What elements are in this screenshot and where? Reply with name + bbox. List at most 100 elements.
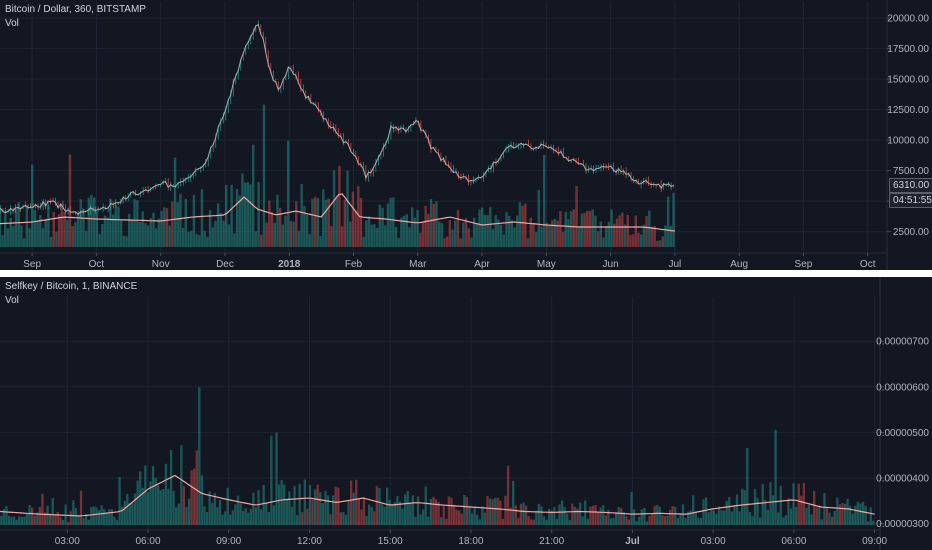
bitcoin-x-tick-label: Oct xyxy=(860,259,876,270)
bitcoin-volume-bar xyxy=(225,184,228,247)
selfkey-volume-bar xyxy=(175,507,178,525)
bitcoin-volume-bar xyxy=(661,236,664,247)
selfkey-volume-bar xyxy=(650,514,654,525)
bitcoin-volume-bar xyxy=(367,216,371,247)
selfkey-symbol-title[interactable]: Selfkey / Bitcoin, 1, BINANCE xyxy=(5,281,138,292)
selfkey-volume-indicator-label[interactable]: Vol xyxy=(5,295,19,306)
selfkey-volume-bar xyxy=(56,512,60,525)
bitcoin-volume-indicator-label[interactable]: Vol xyxy=(5,18,19,29)
bitcoin-volume-bar xyxy=(502,234,505,247)
selfkey-volume-bar xyxy=(180,445,183,525)
bitcoin-volume-bar xyxy=(413,217,417,247)
bitcoin-volume-bar xyxy=(602,237,605,247)
selfkey-volume-bar xyxy=(795,506,798,525)
selfkey-volume-bar xyxy=(671,506,674,525)
bitcoin-volume-bar xyxy=(437,221,441,247)
bitcoin-volume-bar xyxy=(276,194,279,247)
selfkey-volume-bar xyxy=(740,488,744,525)
bitcoin-volume-bar xyxy=(637,232,640,247)
bitcoin-volume-bar xyxy=(559,211,562,247)
selfkey-volume-bar xyxy=(823,492,826,525)
selfkey-volume-bar xyxy=(30,507,34,525)
bitcoin-volume-bar xyxy=(410,207,414,247)
bitcoin-volume-bar xyxy=(435,201,438,247)
selfkey-volume-bar xyxy=(208,491,211,525)
bitcoin-chart-canvas[interactable]: 2500.005000.007500.0010000.0012500.00150… xyxy=(0,0,932,270)
bitcoin-volume-bar xyxy=(346,170,349,247)
selfkey-volume-bar xyxy=(411,495,415,525)
bitcoin-symbol-title[interactable]: Bitcoin / Dollar, 360, BITSTAMP xyxy=(5,4,146,15)
selfkey-volume-bar xyxy=(398,501,402,525)
selfkey-volume-bar xyxy=(440,517,443,525)
selfkey-volume-bar xyxy=(494,497,497,525)
selfkey-volume-bar xyxy=(223,511,227,525)
selfkey-volume-bar xyxy=(560,500,564,525)
bitcoin-volume-bar xyxy=(607,221,611,247)
selfkey-volume-bar xyxy=(542,516,546,525)
selfkey-volume-bar xyxy=(679,513,682,525)
bitcoin-volume-bar xyxy=(669,226,673,247)
selfkey-volume-bar xyxy=(856,501,860,525)
bitcoin-volume-bar xyxy=(650,226,654,247)
bitcoin-grid xyxy=(0,2,887,254)
bitcoin-volume-bar xyxy=(273,222,276,247)
selfkey-volume-bar xyxy=(429,498,433,525)
bitcoin-volume-bar xyxy=(57,214,61,247)
bitcoin-volume-bar xyxy=(152,212,155,247)
bitcoin-volume-bar xyxy=(144,223,147,247)
selfkey-volume-bar xyxy=(262,484,265,525)
selfkey-x-tick-label: 18:00 xyxy=(458,536,483,547)
selfkey-volume-bar xyxy=(730,511,734,525)
selfkey-volume-bar xyxy=(157,485,160,525)
selfkey-volume-bar xyxy=(272,505,276,525)
selfkey-volume-bar xyxy=(787,498,790,525)
selfkey-volume-bar xyxy=(614,513,618,525)
bitcoin-volume-bar xyxy=(130,220,134,247)
selfkey-volume-bar xyxy=(578,502,582,525)
selfkey-y-tick-label: 0.00000500 xyxy=(876,428,929,439)
bitcoin-volume-bar xyxy=(340,226,344,247)
selfkey-volume-bar xyxy=(774,429,777,525)
selfkey-volume-bar xyxy=(553,507,556,525)
selfkey-volume-bar xyxy=(259,509,263,525)
bitcoin-volume-bar xyxy=(297,231,301,247)
selfkey-volume-bar xyxy=(779,485,782,525)
selfkey-chart-canvas[interactable]: 0.00000300 0.00000400 0.00000500 0.00000600… xyxy=(0,277,932,550)
bitcoin-volume-bar xyxy=(211,227,214,247)
pane-separator[interactable] xyxy=(0,270,932,277)
selfkey-volume-bar xyxy=(710,510,713,525)
bitcoin-price-line xyxy=(0,23,674,216)
selfkey-volume-bar xyxy=(367,504,371,525)
selfkey-volume-bar xyxy=(869,507,872,525)
selfkey-volume-bar xyxy=(527,515,530,525)
bitcoin-volume-bar xyxy=(432,203,435,247)
selfkey-volume-bar xyxy=(419,514,422,525)
selfkey-volume-bar xyxy=(437,501,440,525)
selfkey-volume-bar xyxy=(416,496,420,525)
bitcoin-volume-bar xyxy=(316,198,320,247)
bitcoin-volume-bar xyxy=(634,215,638,247)
selfkey-volume-bar xyxy=(663,516,667,525)
bitcoin-chart-legend: Bitcoin / Dollar, 360, BITSTAMP Vol xyxy=(5,3,146,31)
selfkey-chart-pane[interactable]: 0.00000300 0.00000400 0.00000500 0.00000600… xyxy=(0,277,932,550)
selfkey-x-tick-label: 12:00 xyxy=(297,536,322,547)
selfkey-volume-bar xyxy=(653,505,656,525)
selfkey-volume-bar xyxy=(205,512,209,525)
selfkey-x-tick-label: 15:00 xyxy=(378,536,403,547)
selfkey-volume-ma-line xyxy=(0,474,875,517)
bitcoin-volume-bar xyxy=(524,203,527,247)
selfkey-volume-bar xyxy=(522,502,525,525)
bitcoin-chart-pane[interactable]: 2500.005000.007500.0010000.0012500.00150… xyxy=(0,0,932,270)
bitcoin-volume-bar xyxy=(394,226,398,247)
selfkey-volume-bar xyxy=(187,498,191,525)
bitcoin-volume-bar xyxy=(230,184,233,247)
selfkey-y-tick-label: 0.00000700 xyxy=(876,337,929,348)
bitcoin-volume-bar xyxy=(0,215,2,247)
selfkey-volume-bar xyxy=(2,508,6,525)
selfkey-volume-bar xyxy=(198,387,201,525)
selfkey-volume-bar xyxy=(54,515,57,525)
selfkey-volume-bar xyxy=(581,516,584,525)
selfkey-volume-bar xyxy=(434,499,438,525)
bitcoin-volume-bar xyxy=(561,231,565,247)
bitcoin-volume-bar xyxy=(203,230,206,247)
